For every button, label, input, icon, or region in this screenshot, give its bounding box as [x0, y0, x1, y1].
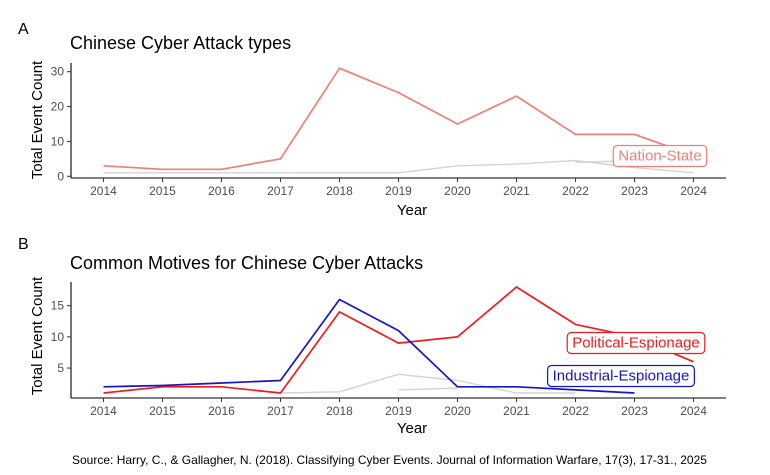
panel-a-x-axis-title: Year	[397, 202, 427, 219]
panel-b-label-political-espionage: Political-Espionage	[566, 331, 706, 355]
panel-b-label-text-political-espionage: Political-Espionage	[572, 335, 700, 352]
panel-b-y-axis-title: Total Event Count	[29, 276, 46, 395]
panel-a-label-text-nation-state: Nation-State	[618, 148, 701, 165]
panel-b-series-line-background-3	[398, 387, 458, 391]
panel-b-y-tick-label: 15	[51, 299, 65, 313]
panel-b: B Common Motives for Chinese Cyber Attac…	[18, 236, 726, 437]
panel-a-x-tick-label: 2020	[444, 184, 471, 198]
panel-b-x-tick-label: 2019	[385, 404, 412, 418]
panel-b-label-industrial-espionage: Industrial-Espionage	[547, 364, 695, 388]
panel-a-x-tick-label: 2024	[680, 184, 707, 198]
panel-b-x-tick-label: 2017	[267, 404, 294, 418]
panel-a-series-line-nation-state	[103, 67, 694, 171]
panel-a-y-tick-label: 0	[57, 169, 64, 183]
panel-b-x-tick-label: 2022	[562, 404, 589, 418]
panel-a-label-box-nation-state	[612, 144, 708, 168]
panel-b-y-tick-label: 5	[57, 361, 64, 375]
panel-a-y-tick-label: 30	[51, 65, 65, 79]
panel-a-y-tick-label: 10	[51, 134, 65, 148]
panel-b-series-line-industrial-espionage	[103, 298, 635, 394]
panel-b-series-line-background-2	[280, 373, 576, 394]
panel-a-x-tick-label: 2023	[621, 184, 648, 198]
panel-a-plot-area: 2014 2015 2016 2017 2018 2019 2020 2021 2022 2023…	[51, 63, 726, 198]
source-caption: Source: Harry, C., & Gallagher, N. (2018…	[72, 453, 707, 467]
panel-a-label-nation-state: Nation-State	[612, 144, 708, 168]
panel-a-x-tick-label: 2019	[385, 184, 412, 198]
panel-b-x-tick-label: 2016	[208, 404, 235, 418]
panel-b-y-tick-label: 10	[51, 330, 65, 344]
panel-a-x-tick-label: 2015	[149, 184, 176, 198]
panel-a-title: Chinese Cyber Attack types	[70, 33, 291, 53]
panel-b-label-box-industrial-espionage	[547, 364, 695, 388]
panel-b-title: Common Motives for Chinese Cyber Attacks	[70, 253, 423, 273]
panel-a-x-tick-label: 2014	[90, 184, 117, 198]
panel-b-label-box-political-espionage	[566, 331, 706, 355]
panel-a-y-tick-label: 20	[51, 100, 65, 114]
panel-a-letter: A	[18, 21, 29, 38]
panel-b-series-line-political-espionage	[103, 286, 694, 394]
panel-a-x-tick-label: 2018	[326, 184, 353, 198]
panel-b-x-tick-label: 2015	[149, 404, 176, 418]
panel-b-x-tick-label: 2020	[444, 404, 471, 418]
panel-b-x-axis-title: Year	[397, 420, 427, 437]
panel-a-x-tick-label: 2017	[267, 184, 294, 198]
panel-b-plot-area: 2014 2015 2016 2017 2018 2019 2020 2021 2022 2023…	[51, 282, 726, 418]
panel-a-x-tick-label: 2022	[562, 184, 589, 198]
panel-b-x-tick-label: 2014	[90, 404, 117, 418]
panel-b-x-tick-label: 2023	[621, 404, 648, 418]
panel-a-x-tick-label: 2021	[503, 184, 530, 198]
panel-b-x-tick-label: 2024	[680, 404, 707, 418]
panel-b-label-text-industrial-espionage: Industrial-Espionage	[553, 368, 690, 385]
panel-b-letter: B	[18, 236, 29, 253]
panel-a-y-axis-title: Total Event Count	[29, 60, 46, 179]
panel-a: A Chinese Cyber Attack types Total Event…	[18, 21, 726, 219]
panel-a-series-line-background-1	[103, 159, 694, 174]
panel-b-x-tick-label: 2018	[326, 404, 353, 418]
panel-a-x-tick-label: 2016	[208, 184, 235, 198]
panel-b-x-tick-label: 2021	[503, 404, 530, 418]
